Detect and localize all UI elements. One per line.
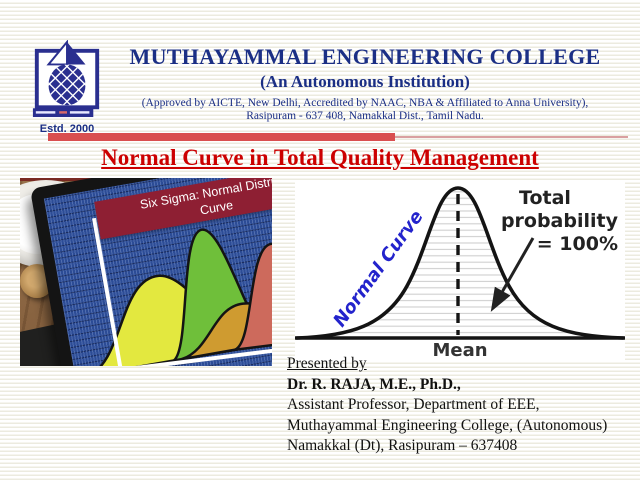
institution-type: (An Autonomous Institution) bbox=[260, 72, 470, 91]
tablet-screen: Six Sigma: Normal Distribu Curve bbox=[43, 178, 272, 366]
college-name: MUTHAYAMMAL ENGINEERING COLLEGE bbox=[129, 44, 601, 69]
logo-estd-text: Estd. 2000 bbox=[39, 123, 95, 135]
total-label-line1: Total bbox=[519, 187, 571, 209]
normal-curve-diagram: Normal Curve Total probability = 100% Me… bbox=[295, 180, 625, 360]
presenter-block: Presented by Dr. R. RAJA, M.E., Ph.D., A… bbox=[287, 354, 637, 457]
presenter-college: Muthayammal Engineering College, (Autono… bbox=[287, 416, 608, 434]
address-line: Rasipuram - 637 408, Namakkal Dist., Tam… bbox=[246, 110, 484, 122]
presenter-address: Namakkal (Dt), Rasipuram – 637408 bbox=[287, 437, 518, 454]
normal-curve-svg: Normal Curve Total probability = 100% Me… bbox=[295, 186, 625, 360]
header-text-block: MUTHAYAMMAL ENGINEERING COLLEGE (An Auto… bbox=[104, 44, 626, 122]
logo-triangle-right bbox=[67, 42, 86, 65]
presented-by-line: Presented by bbox=[287, 355, 367, 372]
header-divider-thin bbox=[395, 136, 628, 138]
college-logo: Estd. 2000 bbox=[26, 40, 108, 135]
bell-area-fill bbox=[297, 188, 623, 338]
tablet: Six Sigma: Normal Distribu Curve bbox=[29, 178, 272, 366]
total-label-line2: probability bbox=[501, 210, 619, 232]
college-logo-emblem bbox=[32, 40, 100, 118]
bell-salmon bbox=[234, 242, 272, 351]
slide-title: Normal Curve in Total Quality Management bbox=[101, 145, 539, 170]
presenter-name: Dr. R. RAJA, M.E., Ph.D., bbox=[287, 375, 461, 393]
annotation-arrow bbox=[490, 237, 535, 312]
logo-ribbon bbox=[32, 108, 94, 118]
presenter-role: Assistant Professor, Department of EEE, bbox=[287, 396, 540, 413]
chart-axes bbox=[92, 217, 272, 366]
header-divider-thick bbox=[48, 133, 395, 141]
mean-label: Mean bbox=[432, 340, 487, 360]
six-sigma-chart bbox=[86, 217, 272, 366]
total-label-line3: = 100% bbox=[537, 233, 618, 255]
bell-curve bbox=[295, 186, 625, 340]
six-sigma-photo: Six Sigma: Normal Distribu Curve bbox=[20, 178, 272, 366]
approval-line: (Approved by AICTE, New Delhi, Accredite… bbox=[141, 97, 589, 109]
